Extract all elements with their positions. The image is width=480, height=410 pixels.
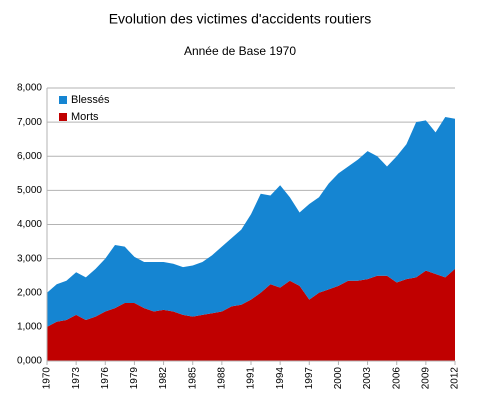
- y-tick-label: 8,000: [17, 83, 42, 94]
- chart-subtitle: Année de Base 1970: [184, 44, 296, 58]
- x-tick-label: 1991: [246, 367, 257, 390]
- x-tick-label: 1994: [275, 367, 286, 390]
- y-tick-label: 4,000: [17, 219, 42, 230]
- y-tick-label: 7,000: [17, 117, 42, 128]
- x-tick-label: 2003: [362, 367, 373, 390]
- x-tick-label: 1985: [187, 367, 198, 390]
- x-tick-label: 1976: [100, 367, 111, 390]
- legend-swatch: [59, 113, 67, 121]
- y-tick-label: 5,000: [17, 185, 42, 196]
- x-tick-label: 2006: [391, 367, 402, 390]
- x-tick-label: 2012: [450, 367, 461, 390]
- x-tick-label: 1970: [42, 367, 53, 390]
- y-tick-label: 1,000: [17, 322, 42, 333]
- x-tick-label: 1979: [129, 367, 140, 390]
- y-tick-label: 0,000: [17, 356, 42, 367]
- area: [47, 117, 455, 327]
- area: [47, 268, 455, 361]
- x-tick-label: 2009: [420, 367, 431, 390]
- legend-label: Morts: [71, 111, 99, 123]
- chart-title: Evolution des victimes d'accidents routi…: [109, 11, 372, 27]
- x-tick-label: 2000: [333, 367, 344, 390]
- y-tick-label: 2,000: [17, 287, 42, 298]
- x-tick-label: 1988: [216, 367, 227, 390]
- x-tick-label: 1973: [71, 367, 82, 390]
- x-tick-label: 1997: [304, 367, 315, 390]
- y-tick-label: 6,000: [17, 151, 42, 162]
- x-tick-label: 1982: [158, 367, 169, 390]
- legend-label: Blessés: [71, 94, 110, 106]
- y-tick-label: 3,000: [17, 253, 42, 264]
- legend-swatch: [59, 96, 67, 104]
